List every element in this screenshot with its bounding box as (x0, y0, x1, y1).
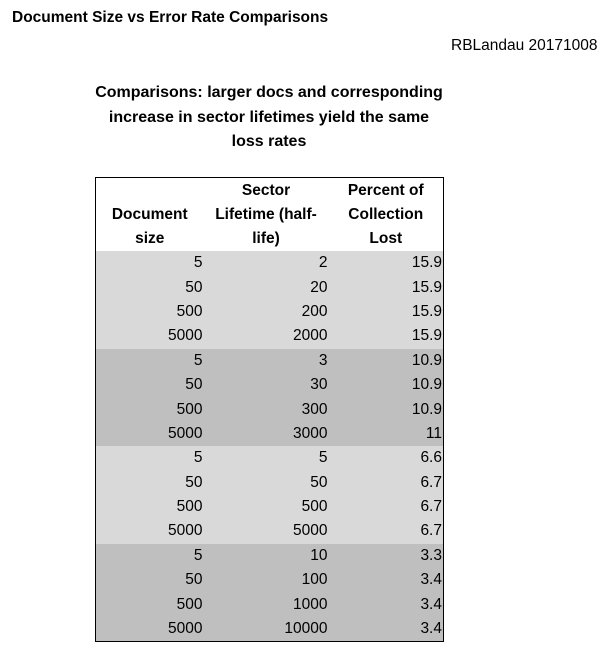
table-body: 5 2 15.9 50 20 15.9 500 200 15.9 5000 2000 15.9 5 3 10… (95, 251, 444, 642)
cell-document-size: 50 (95, 568, 204, 593)
table-row: 50 30 10.9 (95, 372, 444, 398)
table-row: 50 50 6.7 (95, 470, 444, 495)
header-line: size (135, 230, 165, 247)
cell-document-size: 50 (95, 470, 204, 495)
caption-line: Comparisons: larger docs and correspondi… (95, 84, 443, 101)
cell-percent-lost: 3.4 (328, 592, 444, 617)
header-percent-lost: Percent of Collection Lost (328, 177, 444, 251)
table-row: 5000 5000 6.7 (95, 519, 444, 544)
table-row: 5000 3000 11 (95, 421, 444, 447)
cell-sector-lifetime: 5 (203, 446, 329, 471)
cell-percent-lost: 10.9 (328, 372, 444, 398)
cell-sector-lifetime: 5000 (203, 519, 329, 544)
cell-percent-lost: 15.9 (328, 251, 444, 276)
cell-document-size: 5 (95, 348, 204, 373)
cell-sector-lifetime: 100 (203, 568, 329, 593)
cell-document-size: 50 (95, 275, 204, 300)
cell-sector-lifetime: 50 (203, 470, 329, 495)
header-line: Document (111, 206, 188, 223)
author-stamp: RBLandau 20171008 (451, 37, 598, 54)
table-row: 500 300 10.9 (95, 397, 444, 422)
table-row: 5 5 6.6 (95, 446, 444, 471)
cell-sector-lifetime: 300 (203, 397, 329, 422)
table-caption: Comparisons: larger docs and correspondi… (80, 81, 458, 155)
cell-sector-lifetime: 20 (203, 275, 329, 300)
cell-percent-lost: 3.3 (328, 543, 444, 569)
cell-percent-lost: 15.9 (328, 299, 444, 325)
table-row: 5 3 10.9 (95, 348, 444, 373)
cell-document-size: 5000 (95, 324, 204, 349)
cell-percent-lost: 10.9 (328, 348, 444, 373)
cell-sector-lifetime: 3 (203, 348, 329, 373)
cell-percent-lost: 3.4 (328, 568, 444, 593)
table-row: 5000 10000 3.4 (95, 616, 444, 642)
cell-sector-lifetime: 500 (203, 494, 329, 520)
header-row: Document size Sector Lifetime (half- lif… (95, 177, 444, 251)
table-row: 5 10 3.3 (95, 543, 444, 569)
table-row: 500 200 15.9 (95, 299, 444, 325)
cell-sector-lifetime: 3000 (203, 421, 329, 447)
table-row: 500 500 6.7 (95, 494, 444, 520)
table-row: 500 1000 3.4 (95, 592, 444, 617)
cell-document-size: 5 (95, 543, 204, 569)
cell-document-size: 500 (95, 592, 204, 617)
header-sector-lifetime: Sector Lifetime (half- life) (203, 177, 329, 251)
header-line: Lost (369, 230, 403, 247)
cell-sector-lifetime: 1000 (203, 592, 329, 617)
header-line: Collection (348, 206, 424, 223)
comparison-table: Document size Sector Lifetime (half- lif… (95, 177, 444, 643)
header-line: Percent of (347, 182, 424, 199)
cell-percent-lost: 15.9 (328, 324, 444, 349)
cell-sector-lifetime: 10 (203, 543, 329, 569)
cell-percent-lost: 11 (328, 421, 444, 447)
cell-document-size: 5000 (95, 421, 204, 447)
cell-document-size: 5 (95, 446, 204, 471)
cell-document-size: 500 (95, 397, 204, 422)
cell-document-size: 5000 (95, 616, 204, 642)
cell-percent-lost: 15.9 (328, 275, 444, 300)
header-line: Sector (241, 182, 291, 199)
cell-document-size: 500 (95, 494, 204, 520)
cell-document-size: 5 (95, 251, 204, 276)
cell-percent-lost: 3.4 (328, 616, 444, 642)
table-row: 50 100 3.4 (95, 568, 444, 593)
caption-line: loss rates (231, 133, 307, 150)
cell-sector-lifetime: 30 (203, 372, 329, 398)
page-title: Document Size vs Error Rate Comparisons (12, 9, 329, 26)
cell-document-size: 50 (95, 372, 204, 398)
cell-percent-lost: 10.9 (328, 397, 444, 422)
cell-percent-lost: 6.7 (328, 470, 444, 495)
cell-sector-lifetime: 200 (203, 299, 329, 325)
cell-sector-lifetime: 2000 (203, 324, 329, 349)
caption-line: increase in sector lifetimes yield the s… (108, 108, 430, 126)
cell-document-size: 5000 (95, 519, 204, 544)
cell-sector-lifetime: 10000 (203, 616, 329, 642)
table-row: 5 2 15.9 (95, 251, 444, 276)
cell-percent-lost: 6.7 (328, 494, 444, 520)
table-row: 5000 2000 15.9 (95, 324, 444, 349)
cell-document-size: 500 (95, 299, 204, 325)
header-line: life) (252, 230, 280, 247)
cell-percent-lost: 6.7 (328, 519, 444, 544)
header-line: Lifetime (half- (215, 206, 317, 223)
header-document-size: Document size (95, 177, 204, 251)
cell-sector-lifetime: 2 (203, 251, 329, 276)
cell-percent-lost: 6.6 (328, 446, 444, 471)
table-row: 50 20 15.9 (95, 275, 444, 300)
